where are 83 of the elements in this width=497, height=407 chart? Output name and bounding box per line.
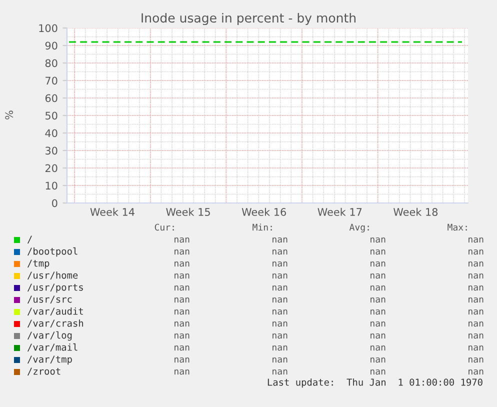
x-tick-label: Week 14: [90, 208, 134, 216]
text: nan: [272, 345, 288, 351]
legend-label: /usr/src: [27, 296, 72, 304]
text: nan: [370, 297, 386, 303]
text: nan: [174, 345, 190, 351]
text: nan: [272, 297, 288, 303]
text: nan: [468, 285, 484, 291]
text: nan: [370, 237, 386, 243]
text: nan: [174, 309, 190, 315]
y-axis-title: %: [5, 110, 14, 120]
text: nan: [272, 261, 288, 267]
text: nan: [370, 357, 386, 363]
text: Last update: Thu Jan 1 01:00:00 1970: [268, 378, 482, 388]
y-tick-label: 50: [46, 112, 58, 120]
text: nan: [468, 345, 484, 351]
text: nan: [370, 369, 386, 375]
text: Min:: [252, 224, 272, 231]
legend-label: /bootpool: [27, 247, 78, 257]
text: nan: [174, 369, 190, 375]
text: nan: [370, 321, 386, 327]
y-tick-label: 0: [52, 199, 58, 208]
y-tick-label: 10: [46, 182, 58, 190]
text: nan: [174, 321, 190, 327]
y-tick-label: 90: [45, 42, 58, 50]
text: nan: [174, 285, 190, 291]
legend-label: /var/audit: [27, 307, 83, 316]
y-tick-label: 100: [39, 24, 58, 32]
text: nan: [272, 369, 288, 375]
text: nan: [174, 357, 190, 363]
text: nan: [272, 273, 288, 279]
legend-label: /usr/ports: [27, 284, 83, 293]
legend-label: /zroot: [27, 368, 60, 376]
text: nan: [272, 285, 288, 291]
x-tick-label: Week 17: [318, 208, 362, 216]
y-tick-label: 30: [46, 146, 58, 155]
y-tick-label: 70: [46, 76, 58, 85]
text: nan: [272, 309, 288, 315]
text: nan: [468, 357, 484, 363]
y-tick-label: 40: [45, 129, 58, 138]
legend-label: /: [27, 236, 32, 244]
text: nan: [468, 297, 484, 303]
text: nan: [272, 237, 288, 243]
text: nan: [272, 333, 288, 339]
text: nan: [174, 333, 190, 339]
text: nan: [468, 333, 484, 339]
text: nan: [174, 261, 190, 267]
text: nan: [272, 321, 288, 327]
y-tick-label: 80: [45, 59, 58, 68]
text: nan: [468, 249, 484, 255]
text: nan: [468, 309, 484, 315]
legend-label: /var/mail: [27, 343, 78, 352]
y-tick-label: 20: [45, 164, 58, 172]
text: nan: [468, 321, 484, 327]
y-tick-label: 60: [45, 94, 58, 102]
legend-label: /var/tmp: [27, 356, 72, 365]
legend-label: /var/log: [27, 331, 72, 341]
chart-title: Inode usage in percent - by month: [142, 12, 356, 26]
text: Avg:: [349, 224, 369, 232]
text: nan: [174, 297, 190, 303]
legend-label: /usr/home: [27, 271, 78, 280]
text: nan: [174, 249, 190, 255]
text: nan: [370, 333, 386, 339]
x-tick-label: Week 18: [393, 208, 438, 216]
text: nan: [174, 237, 190, 243]
text: nan: [272, 357, 288, 363]
text: Cur:: [154, 224, 174, 231]
text: nan: [370, 249, 386, 255]
text: nan: [174, 273, 190, 279]
text: nan: [370, 309, 386, 315]
legend-label: /tmp: [27, 260, 50, 269]
text: nan: [468, 237, 484, 243]
x-tick-label: Week 15: [166, 208, 210, 216]
text: nan: [468, 261, 484, 267]
text: nan: [370, 261, 386, 267]
x-tick-label: Week 16: [242, 208, 286, 216]
text: nan: [370, 285, 386, 291]
text: Max:: [448, 224, 467, 231]
text: nan: [370, 273, 386, 279]
text: nan: [370, 345, 386, 351]
text: nan: [468, 273, 484, 279]
text: nan: [272, 249, 288, 255]
text: nan: [468, 369, 484, 375]
legend-label: /var/crash: [27, 319, 84, 328]
